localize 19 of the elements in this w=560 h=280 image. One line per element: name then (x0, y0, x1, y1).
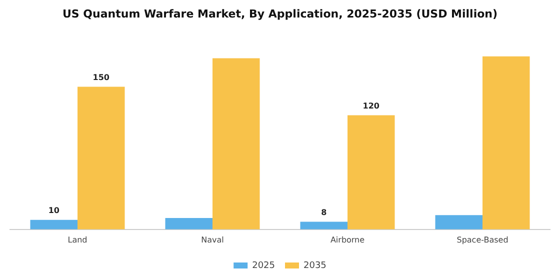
data-label: 150 (92, 72, 110, 82)
x-tick-label: Airborne (330, 235, 365, 244)
bar (212, 58, 260, 230)
bar (435, 215, 482, 230)
bar (300, 222, 348, 230)
bar (165, 218, 212, 230)
data-label: 8 (321, 208, 328, 217)
data-label: 120 (362, 101, 380, 110)
x-tick-label: Naval (201, 235, 224, 244)
data-label: 10 (48, 206, 60, 215)
x-tick-label: Space-Based (456, 235, 508, 244)
legend-label: 2035 (304, 260, 326, 271)
bar (482, 56, 530, 230)
bar (348, 115, 395, 230)
legend-label: 2025 (252, 260, 275, 271)
bar (30, 220, 78, 230)
x-tick-label: Land (68, 235, 88, 244)
bar (78, 86, 125, 230)
chart-title: US Quantum Warfare Market, By Application, 2025-2035 (USD Million) (62, 7, 498, 20)
